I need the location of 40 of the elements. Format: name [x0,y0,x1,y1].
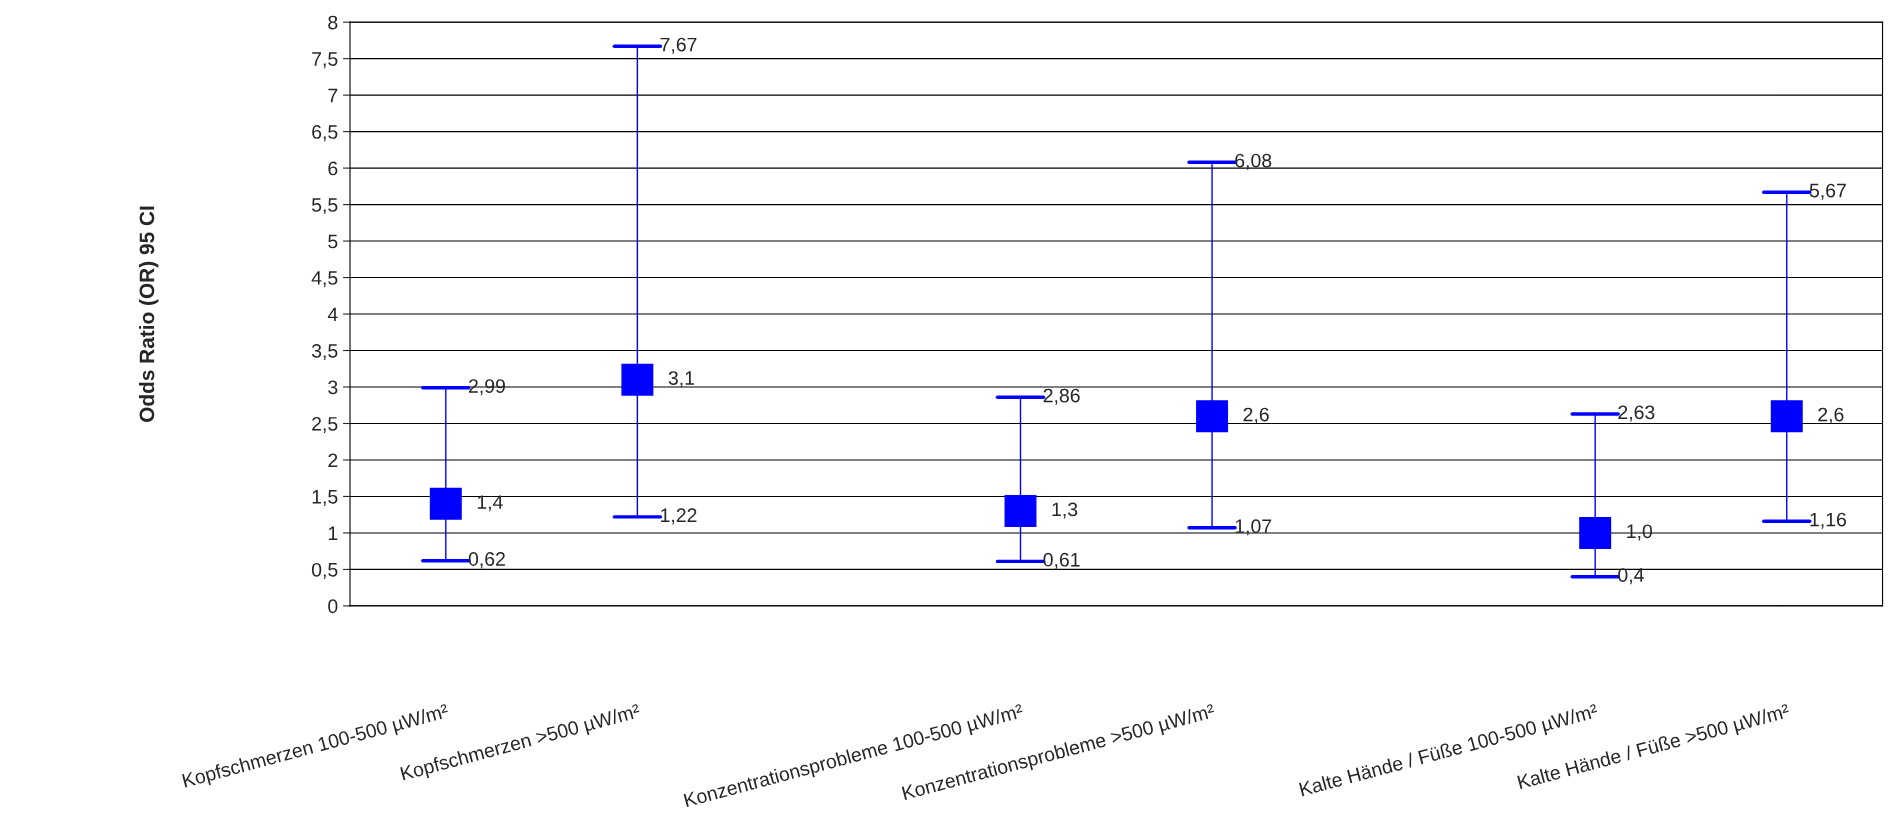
annotation: 7,67 [660,37,697,54]
y-tick-label: 1,5 [312,490,338,506]
y-tick-label: 0 [328,599,338,614]
point [1196,400,1229,433]
annotation: 1,22 [661,508,697,525]
point [1770,400,1803,433]
annotation: 0,61 [1043,552,1080,569]
point [621,363,654,396]
y-tick-label: 3 [328,380,338,395]
annotation: 1,16 [1810,512,1846,529]
annotation: 0,4 [1618,568,1644,585]
y-tick-label: 4 [327,307,338,322]
y-tick-label: 0,5 [311,562,338,579]
y-tick-label: 2 [328,453,338,468]
point [1004,495,1037,528]
y-tick-label: 1 [328,526,338,540]
y-tick-label: 6 [328,161,338,176]
y-tick-label: 4,5 [311,271,338,288]
point [1579,516,1612,549]
data-label: 2,6 [1818,407,1844,424]
data-label: 1,3 [1052,502,1078,519]
point [429,487,462,520]
y-tick-label: 2,5 [312,416,338,434]
y-tick-label: 7,5 [312,52,338,69]
annotation: 2,86 [1043,388,1080,405]
data-label: 1,4 [477,495,503,512]
y-tick-label: 8 [328,15,338,30]
annotation: 6,08 [1235,153,1272,170]
data-label: 2,6 [1243,407,1269,424]
annotation: 0,62 [468,552,505,569]
y-tick-label: 6,5 [312,125,338,142]
y-tick-label: 5,5 [311,198,338,215]
data-label: 3,1 [668,371,694,388]
y-axis-title: Odds Ratio (OR) 95 CI [138,206,159,422]
y-tick-label: 3,5 [311,343,338,361]
y-tick-label: 5 [328,234,338,249]
y-tick-label: 7 [328,88,338,103]
annotation: 5,67 [1809,183,1846,200]
annotation: 2,63 [1618,405,1655,422]
annotation: 1,07 [1235,519,1272,536]
